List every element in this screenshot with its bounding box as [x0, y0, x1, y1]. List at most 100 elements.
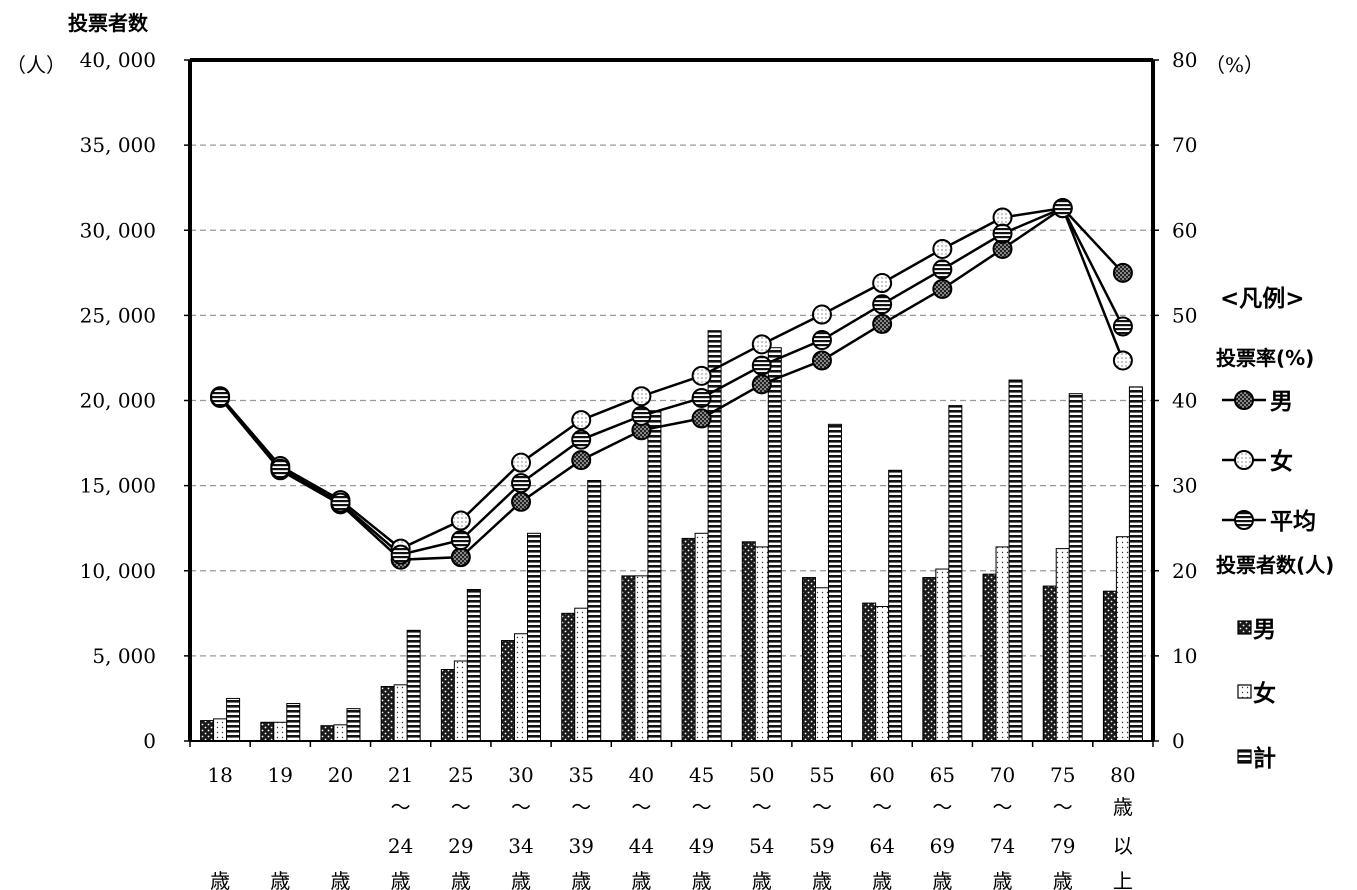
bar-female: [754, 546, 769, 742]
line-average-marker: [872, 294, 893, 315]
bar-total: [226, 697, 241, 742]
bar-female: [333, 724, 348, 742]
line-female-marker: [1112, 350, 1133, 371]
x-tick-label: 歳: [451, 869, 471, 890]
y-left-tick-label: 10, 000: [80, 559, 156, 583]
bar-female: [273, 721, 288, 742]
bar-series-group: [200, 330, 1143, 742]
y-right-tick-label: 40: [1172, 389, 1197, 413]
x-tick-label: 40: [629, 763, 654, 787]
bar-female: [995, 546, 1010, 742]
line-average-marker: [390, 544, 411, 565]
line-male-marker: [872, 313, 893, 334]
bar-female: [1055, 548, 1070, 742]
plot-frame: [184, 58, 1159, 747]
line-female-marker: [511, 452, 532, 473]
legend-bar-swatch: [1237, 620, 1252, 635]
x-tick-label: ～: [932, 795, 952, 819]
bar-male: [681, 537, 696, 742]
bar-total: [1068, 393, 1083, 742]
legend-line-marker: [1234, 510, 1254, 530]
x-tick-label: 70: [990, 763, 1015, 787]
bar-total: [466, 588, 481, 742]
line-male-marker: [932, 278, 953, 299]
x-tick-label: 55: [809, 763, 834, 787]
x-tick-label: 45: [689, 763, 714, 787]
line-average-marker: [450, 530, 471, 551]
bar-male: [260, 721, 275, 742]
y-right-tick-label: 0: [1172, 729, 1185, 753]
bar-female: [514, 633, 529, 742]
x-tick-label: 歳: [872, 869, 892, 890]
line-average-marker: [811, 330, 832, 351]
bar-female: [393, 684, 408, 742]
x-tick-label: 歳: [812, 869, 832, 890]
bar-female: [574, 607, 589, 742]
x-tick-label: 19: [268, 763, 293, 787]
x-tick-label: ～: [872, 795, 892, 819]
bar-total: [406, 629, 421, 742]
y-right-ticks: 0 10 20 30 40 50 60 70 80: [1172, 48, 1197, 753]
line-average-marker: [932, 259, 953, 280]
bar-total: [827, 423, 842, 742]
bar-male: [982, 573, 997, 742]
x-tick-label: 歳: [1053, 869, 1073, 890]
line-female: [219, 206, 1125, 551]
y-left-tick-label: 25, 000: [80, 303, 156, 327]
bar-male: [1102, 590, 1117, 742]
x-tick-label: 75: [1050, 763, 1075, 787]
x-tick-label: 歳: [932, 869, 952, 890]
y-left-tick-label: 15, 000: [80, 474, 156, 498]
legend-bar-heading: 投票者数(人): [1216, 553, 1334, 577]
line-female-marker: [691, 365, 712, 386]
y-left-tick-label: 0: [143, 729, 156, 753]
y-left-ticks: 0 5, 000 10, 000 15, 000 20, 000 25, 000 30, 0…: [80, 48, 156, 753]
bar-male: [320, 725, 335, 742]
bar-female: [453, 660, 468, 742]
x-tick-label: 60: [869, 763, 894, 787]
legend-bar-label: 計: [1253, 745, 1276, 772]
y-right-unit: （%）: [1205, 53, 1264, 77]
x-tick-label: 歳: [752, 869, 772, 890]
line-male-marker: [1112, 262, 1133, 283]
line-average-marker: [631, 405, 652, 426]
x-tick-label: 歳: [330, 869, 350, 890]
legend-bar-label: 女: [1253, 680, 1276, 707]
x-tick-label: 21: [388, 763, 413, 787]
x-tick-label: ～: [812, 795, 832, 819]
y-right-tick-label: 80: [1172, 48, 1197, 72]
line-male-marker: [751, 374, 772, 395]
y-left-tick-label: 40, 000: [80, 48, 156, 72]
line-average-marker: [270, 458, 291, 479]
bar-female: [935, 568, 950, 742]
bar-total: [888, 469, 903, 742]
line-female-marker: [751, 334, 772, 355]
x-tick-label: 歳: [270, 869, 290, 890]
line-female-marker: [872, 273, 893, 294]
y-right-tick-label: 20: [1172, 559, 1197, 583]
y-left-tick-label: 35, 000: [80, 133, 156, 157]
x-tick-label: 64: [869, 834, 894, 858]
x-tick-label: 59: [809, 834, 834, 858]
bar-male: [501, 640, 516, 742]
x-tick-label: ～: [752, 795, 772, 819]
line-average-marker: [751, 355, 772, 376]
bar-total: [948, 405, 963, 742]
line-average-marker: [571, 429, 592, 450]
x-tick-label: ～: [451, 795, 471, 819]
gridlines: [190, 144, 1153, 657]
x-tick-label: 80: [1110, 763, 1135, 787]
bar-total: [1128, 386, 1143, 742]
y-right-tick-label: 10: [1172, 644, 1197, 668]
x-tick-label: 44: [629, 834, 654, 858]
legend-line-marker: [1234, 390, 1254, 410]
x-tick-label: ～: [571, 795, 591, 819]
bar-total: [587, 480, 602, 742]
bar-male: [741, 541, 756, 742]
bar-female: [875, 606, 890, 742]
x-tick-label: 歳: [210, 869, 230, 890]
bar-male: [1042, 585, 1057, 742]
bar-female: [814, 587, 829, 742]
x-tick-label: ～: [511, 795, 531, 819]
